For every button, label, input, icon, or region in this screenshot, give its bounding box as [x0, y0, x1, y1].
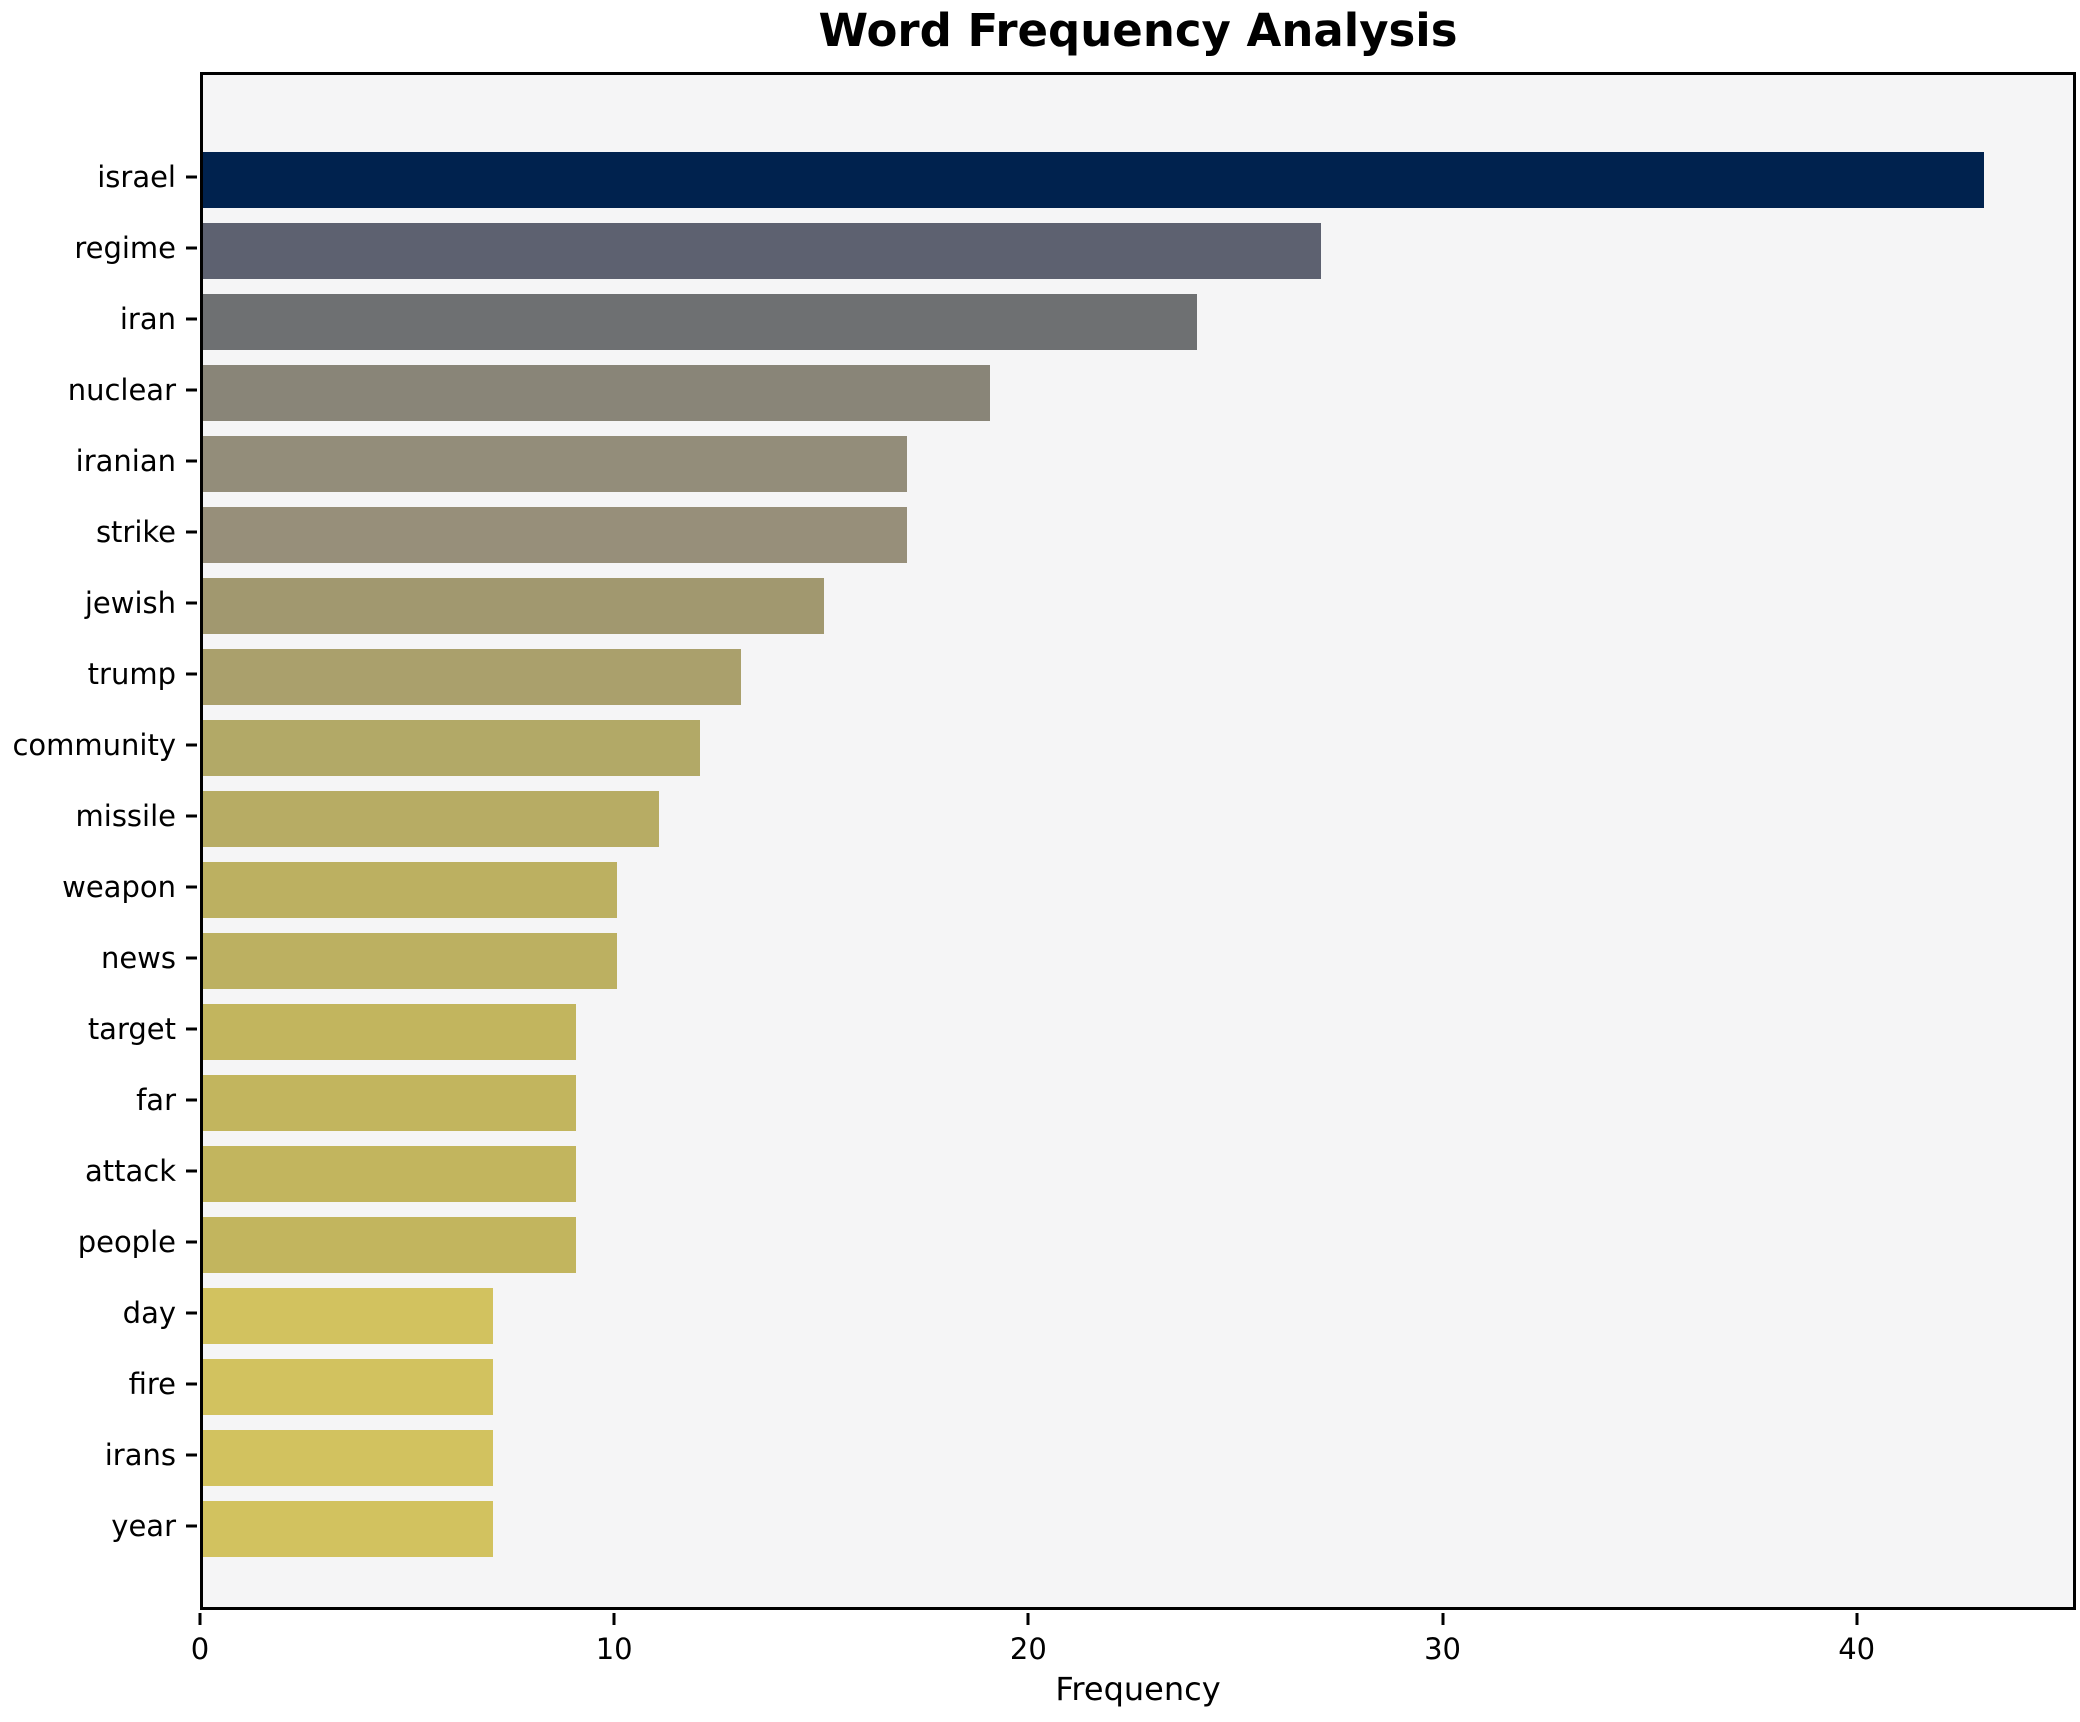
y-axis-tick-iranian	[186, 459, 197, 463]
y-axis-tick-target	[186, 1027, 197, 1031]
y-axis-label-news: news	[100, 941, 176, 975]
y-axis-label-weapon: weapon	[62, 870, 176, 904]
y-axis-tick-trump	[186, 672, 197, 676]
y-axis-label-iranian: iranian	[75, 444, 176, 478]
bar-day	[203, 1288, 493, 1344]
y-axis-tick-year	[186, 1524, 197, 1528]
y-axis-tick-people	[186, 1240, 197, 1244]
x-axis-tick-10	[612, 1613, 616, 1625]
y-axis-label-israel: israel	[97, 160, 176, 194]
bar-people	[203, 1217, 576, 1273]
x-axis-tick-0	[198, 1613, 202, 1625]
y-axis-label-people: people	[77, 1225, 176, 1259]
x-axis: 0 10 20 30 40	[191, 1610, 2076, 1680]
bar-nuclear	[203, 365, 990, 421]
y-axis-tick-israel	[186, 175, 197, 179]
x-axis-tick-20	[1026, 1613, 1030, 1625]
bar-news	[203, 933, 618, 989]
y-axis-tick-irans	[186, 1453, 197, 1457]
bar-regime	[203, 223, 1322, 279]
y-axis-label-far: far	[136, 1083, 176, 1117]
y-axis-label-year: year	[111, 1509, 176, 1543]
x-axis-tick-label-30: 30	[1424, 1632, 1461, 1666]
x-axis-title: Frequency	[1055, 1670, 1221, 1708]
bar-far	[203, 1075, 576, 1131]
y-axis-labels: israel regime iran nuclear iranian strike jewi…	[0, 72, 200, 1610]
y-axis-label-attack: attack	[84, 1154, 176, 1188]
y-axis-tick-attack	[186, 1169, 197, 1173]
x-axis-tick-label-10: 10	[595, 1632, 633, 1666]
y-axis-label-trump: trump	[87, 657, 176, 691]
x-axis-tick-label-40: 40	[1838, 1632, 1876, 1666]
y-axis-tick-fire	[186, 1382, 197, 1386]
x-axis-tick-label-20: 20	[1009, 1632, 1047, 1666]
x-axis-tick-40	[1855, 1613, 1859, 1625]
y-axis-tick-day	[186, 1311, 197, 1315]
bar-strike	[203, 507, 908, 563]
y-axis-label-nuclear: nuclear	[67, 373, 176, 407]
y-axis-label-iran: iran	[119, 302, 176, 336]
y-axis-label-target: target	[87, 1012, 176, 1046]
bar-community	[203, 720, 700, 776]
y-axis-tick-community	[186, 743, 197, 747]
bar-iran	[203, 294, 1198, 350]
y-axis-tick-missile	[186, 814, 197, 818]
y-axis-tick-strike	[186, 530, 197, 534]
bar-missile	[203, 791, 659, 847]
y-axis-label-regime: regime	[74, 231, 176, 265]
bar-fire	[203, 1359, 493, 1415]
y-axis-tick-regime	[186, 246, 197, 250]
y-axis-tick-weapon	[186, 885, 197, 889]
y-axis-label-missile: missile	[75, 799, 176, 833]
bar-year	[203, 1501, 493, 1557]
y-axis-label-day: day	[122, 1296, 176, 1330]
bar-irans	[203, 1430, 493, 1486]
x-axis-tick-30	[1441, 1613, 1445, 1625]
y-axis-tick-far	[186, 1098, 197, 1102]
bar-iranian	[203, 436, 908, 492]
y-axis-tick-news	[186, 956, 197, 960]
y-axis-label-jewish: jewish	[84, 586, 176, 620]
bar-trump	[203, 649, 742, 705]
y-axis-label-community: community	[12, 728, 176, 762]
bar-weapon	[203, 862, 618, 918]
y-axis-tick-iran	[186, 317, 197, 321]
y-axis-label-strike: strike	[95, 515, 176, 549]
bar-israel	[203, 152, 1984, 208]
y-axis-label-fire: fire	[128, 1367, 176, 1401]
y-axis-tick-jewish	[186, 601, 197, 605]
y-axis-label-irans: irans	[104, 1438, 176, 1472]
bar-target	[203, 1004, 576, 1060]
x-axis-tick-label-0: 0	[190, 1632, 210, 1666]
bar-attack	[203, 1146, 576, 1202]
plot-area	[200, 72, 2076, 1610]
y-axis-tick-nuclear	[186, 388, 197, 392]
bar-jewish	[203, 578, 825, 634]
chart-title: Word Frequency Analysis	[818, 4, 1458, 57]
